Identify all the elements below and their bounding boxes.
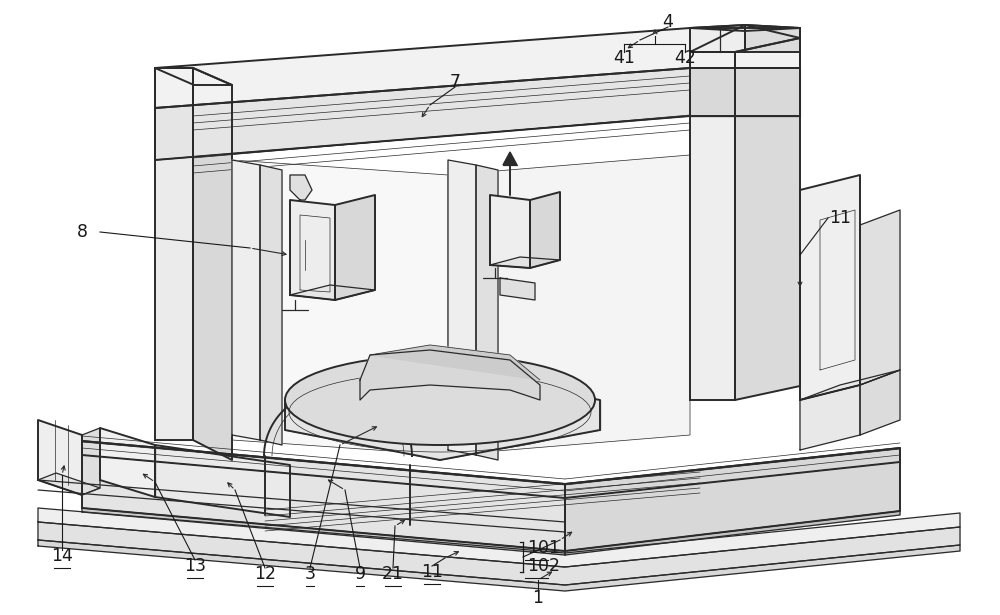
- Text: 102: 102: [527, 557, 560, 575]
- Polygon shape: [735, 38, 800, 400]
- Polygon shape: [448, 155, 690, 455]
- Text: 4: 4: [663, 13, 673, 31]
- Polygon shape: [232, 160, 448, 455]
- Polygon shape: [690, 25, 800, 52]
- Text: 41: 41: [613, 49, 635, 67]
- Polygon shape: [530, 192, 560, 268]
- Text: 13: 13: [184, 557, 206, 575]
- Polygon shape: [285, 370, 600, 460]
- Polygon shape: [82, 428, 100, 495]
- Text: 1: 1: [532, 589, 544, 607]
- Text: 11: 11: [421, 563, 443, 581]
- Polygon shape: [260, 165, 282, 445]
- Polygon shape: [232, 160, 260, 440]
- Text: 7: 7: [450, 73, 460, 91]
- Polygon shape: [448, 160, 476, 455]
- Polygon shape: [290, 175, 312, 200]
- Text: 3: 3: [305, 565, 316, 583]
- Polygon shape: [565, 448, 900, 551]
- Polygon shape: [82, 441, 900, 498]
- Polygon shape: [800, 370, 900, 400]
- Polygon shape: [800, 175, 860, 400]
- Polygon shape: [38, 420, 82, 495]
- Polygon shape: [155, 28, 800, 108]
- Text: 12: 12: [254, 565, 276, 583]
- Polygon shape: [800, 385, 860, 450]
- Text: 9: 9: [354, 565, 366, 583]
- Polygon shape: [155, 445, 290, 517]
- Text: 42: 42: [674, 49, 696, 67]
- Polygon shape: [193, 68, 232, 460]
- Ellipse shape: [285, 355, 595, 445]
- Polygon shape: [38, 508, 960, 567]
- Polygon shape: [500, 278, 535, 300]
- Polygon shape: [290, 200, 335, 300]
- Text: 21: 21: [382, 565, 404, 583]
- Polygon shape: [38, 522, 960, 585]
- Polygon shape: [490, 257, 560, 268]
- Polygon shape: [82, 508, 565, 555]
- Polygon shape: [335, 195, 375, 300]
- Polygon shape: [503, 152, 517, 165]
- Polygon shape: [155, 68, 193, 440]
- Text: 11: 11: [829, 209, 851, 227]
- Polygon shape: [690, 25, 745, 52]
- Text: 8: 8: [77, 223, 88, 241]
- Polygon shape: [38, 540, 960, 591]
- Polygon shape: [360, 350, 540, 400]
- Polygon shape: [370, 345, 540, 380]
- Polygon shape: [100, 428, 155, 497]
- Polygon shape: [690, 25, 800, 31]
- Polygon shape: [690, 52, 735, 400]
- Polygon shape: [490, 195, 530, 268]
- Polygon shape: [476, 165, 498, 460]
- Polygon shape: [860, 370, 900, 435]
- Polygon shape: [860, 210, 900, 385]
- Polygon shape: [290, 285, 375, 300]
- Polygon shape: [155, 68, 690, 160]
- Polygon shape: [690, 68, 800, 116]
- Text: 14: 14: [51, 547, 73, 565]
- Polygon shape: [82, 441, 565, 551]
- Polygon shape: [38, 473, 100, 495]
- Text: 101: 101: [527, 539, 560, 557]
- Polygon shape: [745, 25, 800, 52]
- Polygon shape: [565, 511, 900, 555]
- Polygon shape: [155, 68, 232, 85]
